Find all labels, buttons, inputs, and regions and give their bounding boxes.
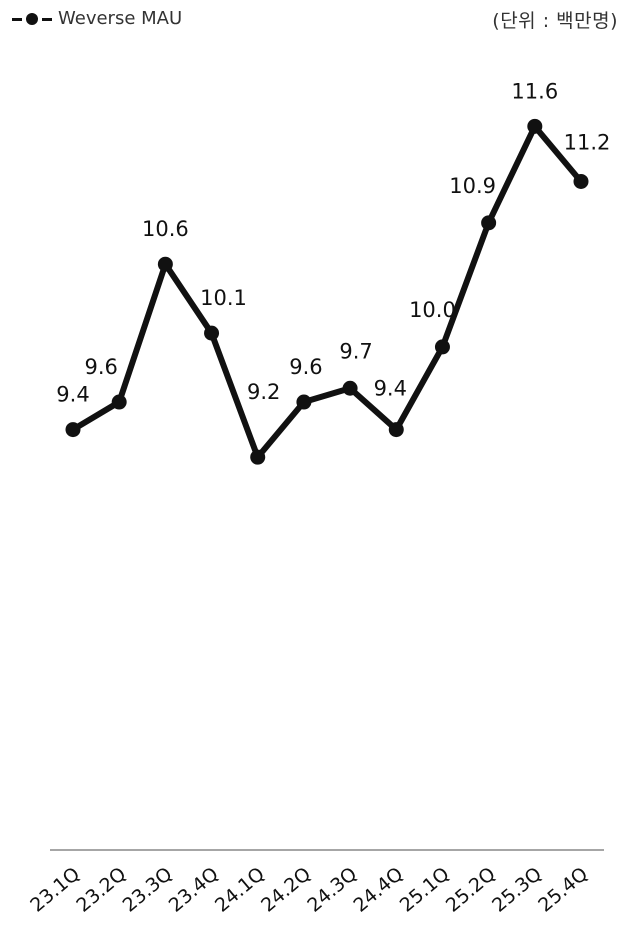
data-label: 9.4 [374,377,407,401]
data-point [342,380,358,396]
series-layer [70,123,584,461]
x-tick-label: 23.2Q [72,863,130,917]
data-label: 9.6 [84,355,117,379]
point-layer [65,118,589,465]
data-label: 9.4 [56,383,89,407]
data-point [434,339,450,355]
data-label: 10.9 [449,174,496,198]
unit-label: (단위 : 백만명) [492,10,618,32]
data-label: 10.1 [200,286,247,310]
data-point [573,173,589,189]
data-label: 10.6 [142,217,189,241]
x-tick-label: 23.1Q [26,863,84,917]
data-label: 11.2 [564,130,611,154]
data-point [481,215,497,231]
data-label: 9.6 [289,355,322,379]
data-point [250,449,266,465]
data-point [157,256,173,272]
data-point [527,118,543,134]
series-line [70,123,584,461]
data-label: 10.0 [409,298,456,322]
x-tick-label: 24.3Q [303,863,361,917]
x-tick-label: 25.1Q [396,863,454,917]
data-point [204,325,220,341]
data-label: 9.2 [247,380,280,404]
data-label: 9.7 [339,339,372,363]
data-point [388,422,404,438]
data-point [111,394,127,410]
x-tick-label: 25.4Q [534,863,592,917]
x-tick-label: 25.2Q [442,863,500,917]
data-point [296,394,312,410]
x-tick-label: 23.3Q [119,863,177,917]
legend-label: Weverse MAU [58,8,183,29]
x-tick-label: 25.3Q [488,863,546,917]
x-tick-label: 24.1Q [211,863,269,917]
x-tick-label: 23.4Q [165,863,223,917]
data-label: 11.6 [511,79,558,103]
legend: Weverse MAU [12,8,182,29]
data-point [65,422,81,438]
tick-label-layer: 23.1Q23.2Q23.3Q23.4Q24.1Q24.2Q24.3Q24.4Q… [26,863,592,917]
data-label-layer: 9.49.610.610.19.29.69.79.410.010.911.611… [56,79,610,406]
x-tick-label: 24.4Q [349,863,407,917]
x-tick-label: 24.2Q [257,863,315,917]
line-dot-marker-icon [12,9,52,29]
